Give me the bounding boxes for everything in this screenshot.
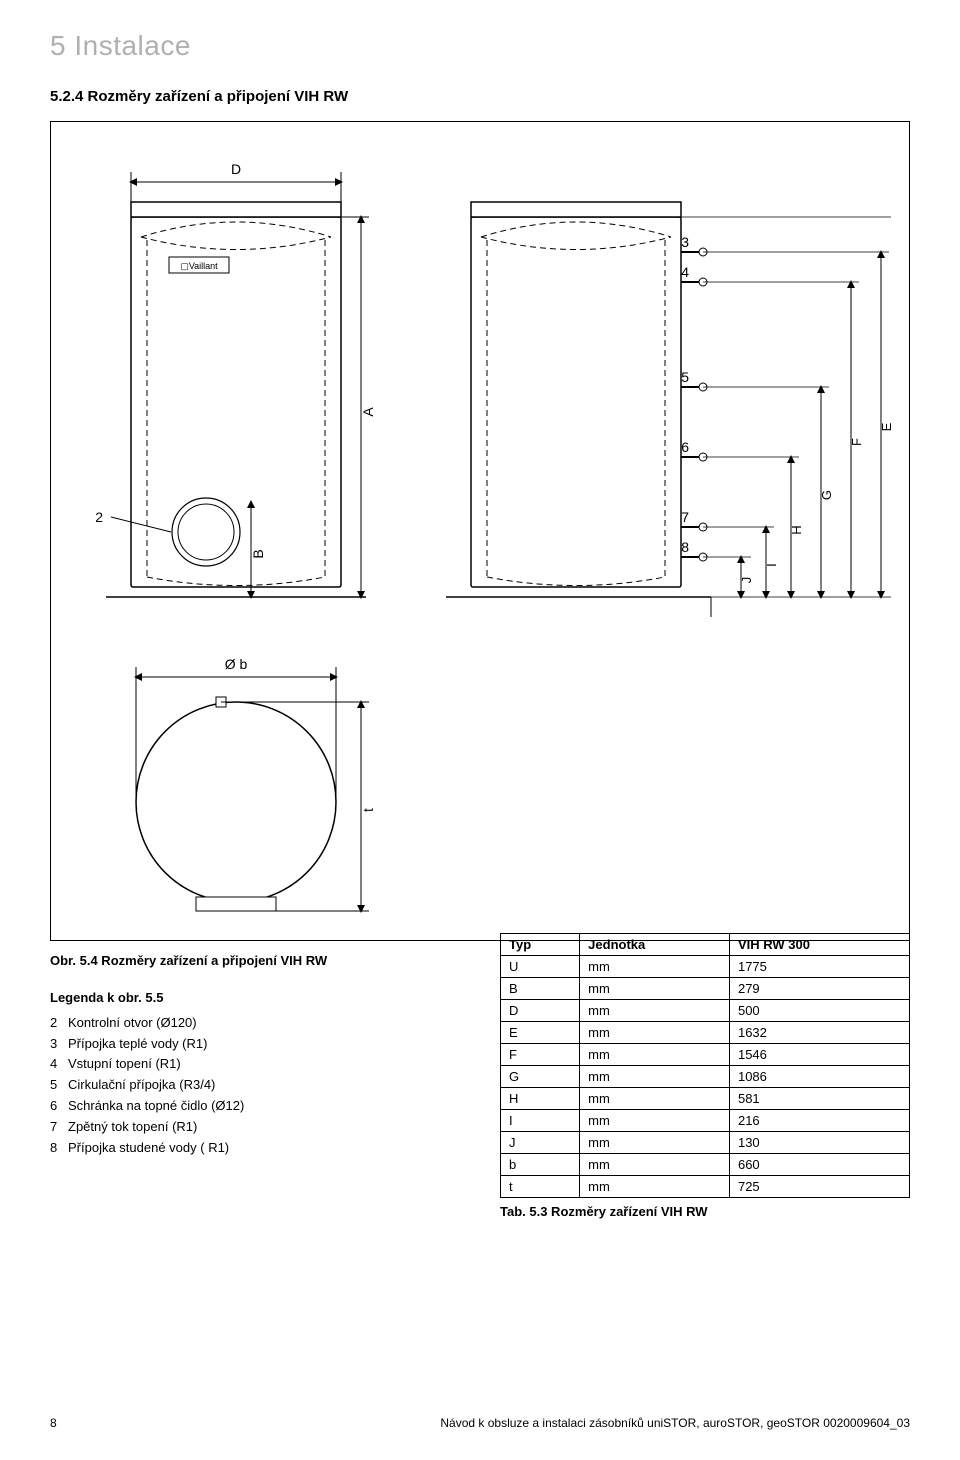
table-row: Imm216 bbox=[501, 1110, 910, 1132]
label-G: G bbox=[819, 490, 834, 500]
table-row: Hmm581 bbox=[501, 1088, 910, 1110]
top-view: Ø b t bbox=[136, 656, 376, 911]
section-title: 5.2.4 Rozměry zařízení a připojení VIH R… bbox=[50, 88, 910, 105]
table-header: Jednotka bbox=[580, 934, 730, 956]
table-header: VIH RW 300 bbox=[729, 934, 909, 956]
legend-item: 8Přípojka studené vody ( R1) bbox=[50, 1138, 470, 1159]
diagram-svg: ▢Vaillant D A 2 B bbox=[51, 122, 911, 942]
table-row: Dmm500 bbox=[501, 1000, 910, 1022]
page-footer: 8 Návod k obsluze a instalaci zásobníků … bbox=[50, 1416, 910, 1430]
label-D: D bbox=[231, 161, 241, 177]
table-header: Typ bbox=[501, 934, 580, 956]
table-row: Emm1632 bbox=[501, 1022, 910, 1044]
table-row: Jmm130 bbox=[501, 1132, 910, 1154]
label-diam-b: Ø b bbox=[225, 656, 248, 672]
table-row: Gmm1086 bbox=[501, 1066, 910, 1088]
label-7: 7 bbox=[681, 509, 689, 525]
page-number: 8 bbox=[50, 1416, 57, 1430]
right-tank: 3 4 5 6 7 8 bbox=[446, 202, 894, 617]
table-caption: Tab. 5.3 Rozměry zařízení VIH RW bbox=[500, 1204, 910, 1219]
page: 5 Instalace 5.2.4 Rozměry zařízení a při… bbox=[0, 0, 960, 1460]
label-H: H bbox=[789, 525, 804, 534]
label-I: I bbox=[764, 563, 779, 567]
label-8: 8 bbox=[681, 539, 689, 555]
label-3: 3 bbox=[681, 234, 689, 250]
chapter-heading: 5 Instalace bbox=[50, 30, 910, 62]
legend: Legenda k obr. 5.5 2Kontrolní otvor (Ø12… bbox=[50, 988, 470, 1158]
legend-item: 7Zpětný tok topení (R1) bbox=[50, 1117, 470, 1138]
legend-item: 2Kontrolní otvor (Ø120) bbox=[50, 1013, 470, 1034]
label-6: 6 bbox=[681, 439, 689, 455]
table-row: tmm725 bbox=[501, 1176, 910, 1198]
table-row: bmm660 bbox=[501, 1154, 910, 1176]
label-t: t bbox=[360, 808, 376, 812]
legend-item: 5Cirkulační přípojka (R3/4) bbox=[50, 1075, 470, 1096]
label-A: A bbox=[360, 407, 376, 417]
table-row: Umm1775 bbox=[501, 956, 910, 978]
label-B: B bbox=[250, 549, 266, 558]
dimensions-table: TypJednotkaVIH RW 300 Umm1775Bmm279Dmm50… bbox=[500, 933, 910, 1219]
doc-title: Návod k obsluze a instalaci zásobníků un… bbox=[440, 1416, 910, 1430]
label-5: 5 bbox=[681, 369, 689, 385]
label-J: J bbox=[739, 577, 754, 584]
legend-item: 4Vstupní topení (R1) bbox=[50, 1054, 470, 1075]
table-row: Fmm1546 bbox=[501, 1044, 910, 1066]
label-4: 4 bbox=[681, 264, 689, 280]
legend-item: 3Přípojka teplé vody (R1) bbox=[50, 1034, 470, 1055]
svg-text:▢Vaillant: ▢Vaillant bbox=[180, 261, 218, 271]
left-tank: ▢Vaillant D A 2 B bbox=[95, 161, 376, 597]
label-E: E bbox=[879, 422, 894, 431]
table-row: Bmm279 bbox=[501, 978, 910, 1000]
diagram-frame: ▢Vaillant D A 2 B bbox=[50, 121, 910, 941]
label-2: 2 bbox=[95, 509, 103, 525]
label-F: F bbox=[849, 438, 864, 446]
legend-item: 6Schránka na topné čidlo (Ø12) bbox=[50, 1096, 470, 1117]
legend-title: Legenda k obr. 5.5 bbox=[50, 988, 470, 1009]
